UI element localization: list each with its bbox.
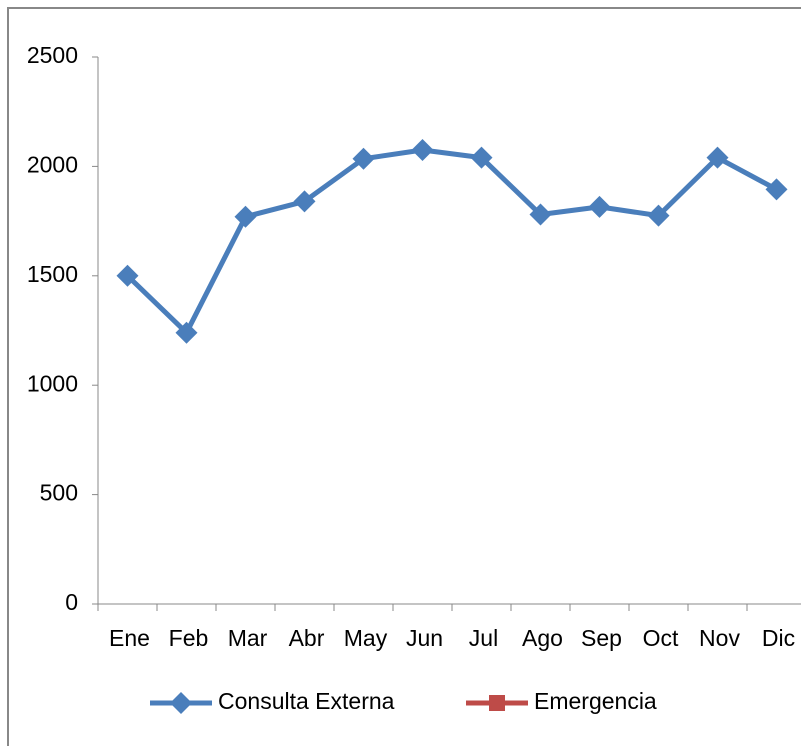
- legend-label: Consulta Externa: [218, 688, 395, 714]
- marker: [765, 178, 788, 201]
- legend-marker: [489, 695, 505, 711]
- chart-frame: [7, 7, 801, 746]
- legend-label: Emergencia: [534, 688, 657, 714]
- marker: [588, 195, 611, 218]
- x-tick-label: May: [344, 625, 388, 651]
- x-tick-label: Sep: [581, 625, 622, 651]
- marker: [529, 203, 552, 226]
- legend-marker: [170, 692, 192, 714]
- marker: [175, 321, 198, 344]
- marker: [352, 147, 375, 170]
- x-tick-label: Feb: [169, 625, 209, 651]
- x-tick-label: Mar: [228, 625, 268, 651]
- marker: [293, 190, 316, 213]
- marker: [234, 205, 257, 228]
- marker: [411, 138, 434, 161]
- x-tick-label: Nov: [699, 625, 740, 651]
- x-tick-label: Ene: [109, 625, 150, 651]
- marker: [116, 264, 139, 287]
- y-tick-label: 1000: [27, 370, 78, 396]
- marker: [647, 204, 670, 227]
- y-tick-label: 0: [65, 589, 78, 615]
- marker: [706, 146, 729, 169]
- series-line: [125, 147, 778, 336]
- x-tick-label: Oct: [643, 625, 679, 651]
- y-tick-label: 2500: [27, 42, 78, 68]
- x-tick-label: Dic: [762, 625, 795, 651]
- y-tick-label: 1500: [27, 261, 78, 287]
- y-tick-label: 500: [40, 480, 78, 506]
- marker: [470, 146, 493, 169]
- x-tick-label: Ago: [522, 625, 563, 651]
- x-tick-label: Abr: [289, 625, 325, 651]
- x-tick-label: Jul: [469, 625, 498, 651]
- y-tick-label: 2000: [27, 151, 78, 177]
- x-tick-label: Jun: [406, 625, 443, 651]
